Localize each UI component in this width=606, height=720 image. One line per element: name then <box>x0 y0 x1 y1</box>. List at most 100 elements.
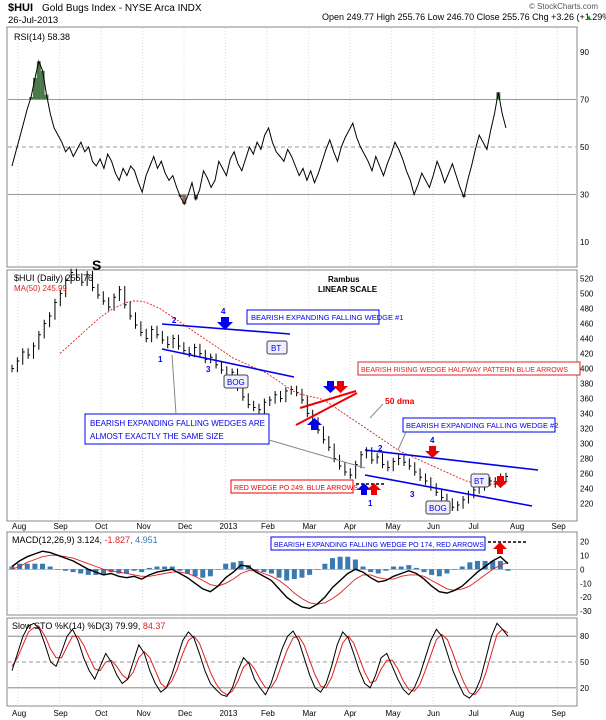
macd-histogram-bar <box>459 566 465 570</box>
price-tick-420: 420 <box>580 350 594 359</box>
x-tick-bottom-2013: 2013 <box>220 709 238 718</box>
macd-histogram-bar <box>192 569 198 577</box>
macd-histogram-bar <box>40 563 46 570</box>
sto-layer: 20 50 80 <box>8 622 589 699</box>
x-tick-mid-Dec: Dec <box>178 522 192 531</box>
sto-d-line <box>11 627 509 696</box>
wedge1-point-3: 3 <box>206 365 211 374</box>
price-tick-360: 360 <box>580 395 594 404</box>
rsi-panel-frame <box>6 26 578 268</box>
wedge2-point-2: 2 <box>378 444 383 453</box>
red-wedge-po-box <box>230 479 354 494</box>
wedge2-bt-label: BT <box>474 477 484 486</box>
rising-wedge-red-arrow-down-icon <box>333 381 348 393</box>
rsi-overbought-fill <box>36 61 41 100</box>
wedge2-label: BEARISH EXPANDING FALLING WEDGE #2 <box>406 421 558 430</box>
macd-histogram-bar <box>383 569 389 571</box>
macd-histogram-bar <box>490 560 496 570</box>
macd-histogram-bar <box>78 569 84 574</box>
grid-layer <box>17 28 558 705</box>
macd-signal-value: -1.827, <box>105 535 136 545</box>
macd-panel-frame <box>6 531 578 616</box>
macd-histogram-bar <box>322 563 328 570</box>
price-tick-520: 520 <box>580 275 594 284</box>
linear-scale-label: LINEAR SCALE <box>318 285 378 294</box>
rsi-tick-90: 90 <box>580 48 589 57</box>
price-tick-220: 220 <box>580 500 594 509</box>
macd-tick--30: -30 <box>580 607 592 616</box>
macd-histogram-bar <box>230 562 236 570</box>
ohlc-arrow-icon: ▲ <box>585 13 593 22</box>
x-tick-bottom-Oct: Oct <box>95 709 108 718</box>
x-tick-bottom-Feb: Feb <box>261 709 275 718</box>
macd-histogram-bar <box>62 569 68 571</box>
price-tick-240: 240 <box>580 485 594 494</box>
x-tick-mid-Apr: Apr <box>344 522 357 531</box>
macd-histogram-bar <box>406 565 412 570</box>
macd-tick--10: -10 <box>580 579 592 588</box>
macd-histogram-bar <box>474 560 480 570</box>
macd-histogram-bar <box>70 569 76 573</box>
wedge2-label-box <box>402 417 556 433</box>
rsi-tick-30: 30 <box>580 191 589 200</box>
wedge2-bog-label: BOG <box>429 504 447 513</box>
ma50-line <box>59 300 506 486</box>
macd-tick--20: -20 <box>580 593 592 602</box>
price-panel-frame <box>6 269 578 522</box>
sto-k-line <box>11 622 509 699</box>
price-tick-500: 500 <box>580 290 594 299</box>
macd-histogram-bar <box>444 569 450 574</box>
rising-wedge-blue-arrow-down-icon <box>323 381 338 393</box>
macd-histogram-bar <box>268 569 274 574</box>
same-size-pointer-2 <box>268 439 366 469</box>
x-tick-bottom-Dec: Dec <box>178 709 192 718</box>
wedge2-upper-line <box>364 449 539 471</box>
macd-histogram-bar <box>85 569 91 575</box>
macd-histogram-bar <box>146 567 152 570</box>
price-tick-260: 260 <box>580 470 594 479</box>
rsi-overbought-fill <box>44 94 49 100</box>
x-tick-mid-Mar: Mar <box>303 522 317 531</box>
macd-histogram-bar <box>291 569 297 580</box>
wedge1-bog-box <box>223 374 249 389</box>
price-tick-300: 300 <box>580 440 594 449</box>
index-name: Gold Bugs Index - NYSE Arca INDX <box>42 3 202 14</box>
rising-wedge-blue-arrow-up-icon <box>307 418 322 430</box>
macd-line <box>11 550 509 610</box>
wedge1-lower-line <box>161 348 295 378</box>
x-tick-bottom-Nov: Nov <box>137 709 151 718</box>
po-174-red-arrow-up-icon <box>493 542 507 554</box>
macd-histogram-bar <box>253 569 259 571</box>
sto-d-value: 84.37 <box>143 621 166 631</box>
rising-wedge-label: BEARISH RISING WEDGE HALFWAY PATTERN BLU… <box>361 367 568 374</box>
macd-histogram-bar <box>223 563 229 570</box>
x-tick-mid-Sep: Sep <box>552 522 567 531</box>
macd-histogram-bar <box>24 563 30 570</box>
wedge1-label-box <box>246 309 380 325</box>
wedge-po-174-label: BEARISH EXPANDING FALLING WEDGE PO 174, … <box>274 542 484 549</box>
x-tick-bottom-Aug: Aug <box>510 709 524 718</box>
macd-histogram-bar <box>123 569 129 574</box>
macd-histogram-bar <box>284 569 290 581</box>
wedge2-point-1: 1 <box>368 499 373 508</box>
wedge2-lower-line <box>364 474 533 507</box>
rsi-tick-10: 10 <box>580 238 589 247</box>
rsi-layer: 10 30 50 70 90 <box>8 48 589 247</box>
price-tick-460: 460 <box>580 320 594 329</box>
po-red-arrow-up-icon <box>367 483 381 495</box>
wedge-po-174-box <box>270 536 486 551</box>
label-s: S <box>92 257 101 273</box>
x-tick-mid-Jun: Jun <box>427 522 440 531</box>
macd-histogram-bar <box>413 567 419 570</box>
x-tick-bottom-Sep: Sep <box>54 709 69 718</box>
x-tick-bottom-May: May <box>386 709 401 718</box>
x-tick-mid-Aug: Aug <box>12 522 26 531</box>
x-tick-mid-Sep: Sep <box>54 522 69 531</box>
sto-tick-50: 50 <box>580 658 589 667</box>
x-tick-mid-2013: 2013 <box>220 522 238 531</box>
x-tick-bottom-Mar: Mar <box>303 709 317 718</box>
macd-signal-line <box>11 554 509 605</box>
wedge2-bog-box <box>425 500 451 515</box>
macd-histogram-bar <box>360 566 366 570</box>
rising-wedge-label-box <box>357 361 581 376</box>
